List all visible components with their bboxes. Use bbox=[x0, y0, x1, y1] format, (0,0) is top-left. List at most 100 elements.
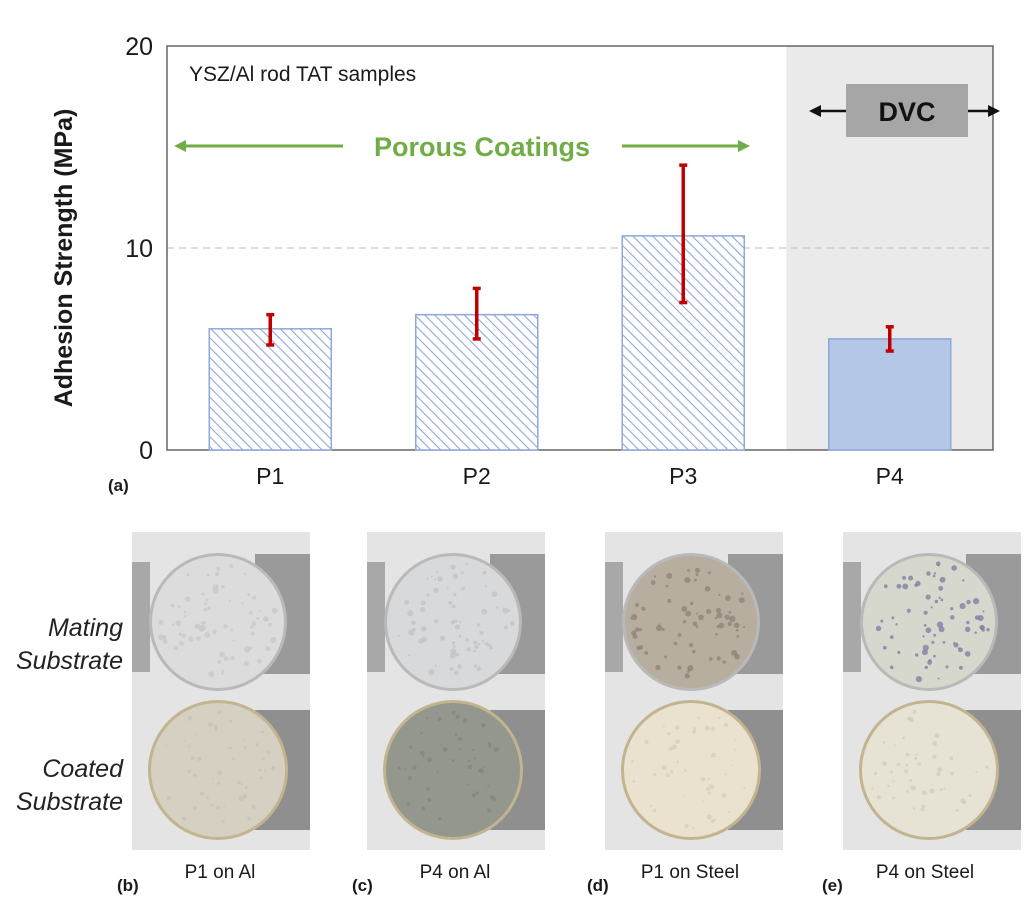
texture-speck bbox=[932, 574, 936, 578]
texture-speck bbox=[270, 636, 277, 644]
texture-speck bbox=[743, 626, 746, 629]
texture-speck bbox=[915, 753, 918, 756]
texture-speck bbox=[734, 653, 741, 660]
texture-speck bbox=[207, 722, 214, 728]
texture-speck bbox=[184, 596, 191, 602]
texture-speck bbox=[248, 610, 253, 615]
photo-caption-p1-al: P1 on Al bbox=[184, 862, 256, 883]
texture-speck bbox=[406, 801, 411, 807]
mating-disc bbox=[625, 556, 757, 688]
rod-side-left bbox=[367, 562, 385, 672]
texture-speck bbox=[238, 796, 244, 802]
texture-speck bbox=[902, 575, 907, 580]
texture-speck bbox=[937, 564, 940, 567]
texture-speck bbox=[889, 635, 894, 640]
texture-speck bbox=[715, 632, 718, 636]
texture-speck bbox=[183, 615, 186, 618]
texture-speck bbox=[437, 576, 443, 582]
texture-speck bbox=[875, 625, 882, 632]
texture-speck bbox=[631, 614, 638, 621]
panel-label-e: (e) bbox=[822, 876, 843, 895]
texture-speck bbox=[271, 607, 278, 614]
texture-speck bbox=[725, 595, 731, 601]
texture-speck bbox=[509, 621, 515, 626]
texture-speck bbox=[183, 740, 186, 742]
texture-speck bbox=[905, 763, 908, 767]
texture-speck bbox=[203, 602, 207, 606]
texture-speck bbox=[684, 824, 689, 829]
texture-speck bbox=[178, 632, 182, 636]
texture-speck bbox=[950, 615, 955, 620]
texture-speck bbox=[959, 602, 966, 610]
texture-speck bbox=[217, 659, 222, 665]
texture-speck bbox=[451, 710, 456, 715]
texture-speck bbox=[962, 579, 965, 582]
texture-speck bbox=[934, 599, 939, 604]
texture-speck bbox=[205, 598, 209, 602]
texture-speck bbox=[252, 595, 257, 600]
texture-speck bbox=[933, 633, 937, 637]
texture-speck bbox=[421, 806, 426, 811]
texture-speck bbox=[734, 748, 737, 751]
texture-speck bbox=[212, 629, 217, 635]
texture-speck bbox=[743, 787, 746, 790]
bar-p4 bbox=[828, 338, 952, 451]
rod-side-left bbox=[605, 562, 623, 672]
texture-speck bbox=[914, 583, 918, 587]
texture-speck bbox=[201, 621, 205, 625]
texture-speck bbox=[197, 756, 202, 761]
texture-speck bbox=[938, 585, 944, 591]
texture-speck bbox=[906, 608, 911, 613]
texture-speck bbox=[430, 575, 434, 578]
dvc-arrow-left-head bbox=[809, 105, 821, 117]
texture-speck bbox=[695, 567, 701, 573]
texture-speck bbox=[905, 752, 910, 757]
texture-speck bbox=[195, 636, 201, 641]
texture-speck bbox=[440, 635, 446, 641]
texture-speck bbox=[459, 620, 462, 623]
texture-speck bbox=[240, 783, 243, 786]
texture-speck bbox=[221, 585, 225, 589]
texture-speck bbox=[214, 727, 218, 732]
texture-speck bbox=[966, 620, 970, 625]
texture-speck bbox=[636, 645, 641, 651]
texture-speck bbox=[204, 631, 211, 638]
texture-speck bbox=[474, 644, 479, 650]
texture-speck bbox=[662, 725, 665, 728]
texture-speck bbox=[471, 793, 476, 798]
texture-speck bbox=[687, 568, 691, 572]
texture-speck bbox=[450, 652, 457, 659]
texture-speck bbox=[974, 631, 977, 635]
texture-speck bbox=[484, 585, 487, 588]
texture-speck bbox=[481, 639, 485, 643]
texture-speck bbox=[219, 651, 225, 658]
texture-speck bbox=[684, 769, 687, 772]
texture-speck bbox=[912, 807, 916, 810]
texture-speck bbox=[962, 800, 966, 805]
texture-speck bbox=[977, 614, 984, 621]
y-tick-label: 20 bbox=[125, 33, 153, 61]
texture-speck bbox=[170, 603, 175, 608]
coated-disc bbox=[151, 703, 285, 837]
texture-speck bbox=[451, 641, 456, 645]
texture-speck bbox=[472, 649, 476, 653]
texture-speck bbox=[404, 768, 407, 771]
texture-speck bbox=[481, 608, 488, 615]
texture-speck bbox=[247, 816, 251, 821]
texture-speck bbox=[397, 634, 401, 637]
texture-speck bbox=[453, 619, 458, 623]
texture-speck bbox=[241, 602, 244, 605]
texture-speck bbox=[188, 745, 191, 748]
texture-speck bbox=[448, 600, 453, 605]
texture-speck bbox=[267, 750, 271, 754]
texture-speck bbox=[410, 620, 416, 625]
texture-speck bbox=[665, 584, 669, 588]
texture-speck bbox=[882, 645, 887, 650]
texture-speck bbox=[675, 725, 680, 730]
texture-speck bbox=[738, 597, 745, 604]
texture-speck bbox=[434, 664, 437, 667]
texture-speck bbox=[471, 749, 474, 752]
texture-speck bbox=[736, 634, 740, 638]
texture-speck bbox=[479, 630, 484, 635]
texture-speck bbox=[223, 806, 226, 808]
